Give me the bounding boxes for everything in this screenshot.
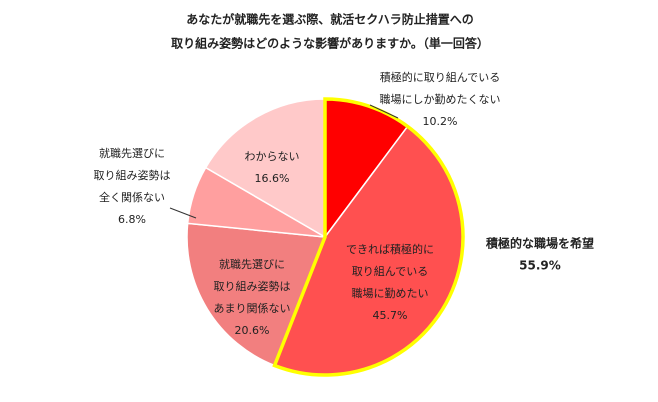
slice-label: 就職先選びに — [219, 257, 285, 271]
slice-label: できれば積極的に — [346, 242, 434, 256]
slice-label: 取り組み姿勢は — [214, 279, 291, 293]
highlight-outline — [272, 97, 465, 377]
annotation-label: 積極的な職場を希望 — [485, 236, 594, 251]
chart-title: 取り組み姿勢はどのような影響がありますか。（単一回答） — [171, 36, 489, 51]
pie-slice — [204, 98, 326, 239]
slice-label: 積極的に取り組んでいる — [380, 70, 500, 84]
pie-slice — [186, 222, 327, 367]
slice-label: 職場に勤めたい — [352, 287, 429, 300]
slice-label: 取り組み姿勢は — [94, 168, 171, 182]
slice-label: 取り組んでいる — [352, 265, 428, 278]
leader-line — [169, 207, 197, 219]
slice-label: 就職先選びに — [99, 146, 165, 160]
pie — [186, 97, 465, 377]
chart-title: あなたが就職先を選ぶ際、就活セクハラ防止措置への — [186, 12, 473, 27]
value-label: 16.6% — [255, 172, 290, 185]
value-label: 45.7% — [373, 309, 408, 322]
slice-label: あまり関係ない — [214, 302, 291, 315]
slice-label: 全く関係ない — [99, 190, 165, 204]
value-label: 6.8% — [118, 213, 146, 226]
annotation-value: 55.9% — [519, 259, 561, 273]
value-label: 20.6% — [235, 324, 270, 337]
slice-label: 職場にしか勤めたくない — [380, 93, 501, 106]
leader-line — [369, 104, 399, 119]
value-label: 10.2% — [423, 115, 458, 128]
slice-label: わからない — [245, 150, 300, 163]
